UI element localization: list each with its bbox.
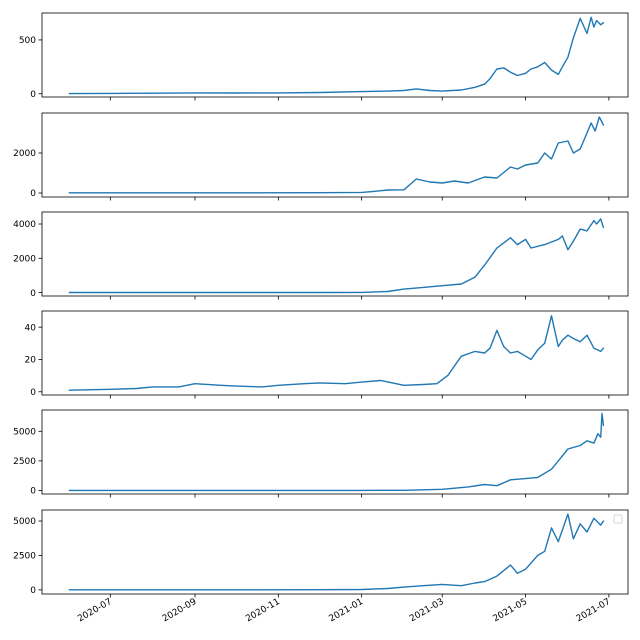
panel-4-y-tick-label: 20 <box>25 356 37 366</box>
panel-6-y-tick-label: 2500 <box>13 552 36 562</box>
panel-2-axes-frame <box>41 112 629 198</box>
panel-3-y-tick-label: 2000 <box>13 254 36 264</box>
panel-5-y-tick-label: 2500 <box>13 457 36 467</box>
panel-3-y-tick-label: 4000 <box>13 220 36 230</box>
panel-1-y-tick-label: 500 <box>19 36 36 46</box>
x-tick-label: 2020-11 <box>244 597 282 624</box>
panel-4-series-line <box>68 315 605 391</box>
panel-5-axes-frame <box>41 409 629 495</box>
panel-1-axes-frame <box>41 12 629 98</box>
panel-1-series-line <box>68 16 605 95</box>
panel-2-series-line <box>68 116 605 194</box>
panel-6-y-tick-label: 0 <box>30 586 36 596</box>
panel-6-axes-frame <box>41 509 629 595</box>
x-tick-label: 2021-03 <box>408 597 446 624</box>
panel-4-y-tick-label: 40 <box>25 323 37 333</box>
x-tick-label: 2020-09 <box>161 597 199 625</box>
panel-6-y-tick-label: 5000 <box>13 517 36 527</box>
panel-3-y-tick-label: 0 <box>30 289 36 299</box>
x-tick-label: 2021-05 <box>491 597 529 624</box>
panel-2-y-tick-label: 0 <box>30 189 36 199</box>
panel-3-axes-frame <box>41 211 629 297</box>
panel-2-y-tick-label: 2000 <box>13 149 36 159</box>
panel-5-series-line <box>68 412 605 492</box>
x-tick-label: 2021-07 <box>575 597 613 624</box>
panel-1-y-tick-label: 0 <box>30 90 36 100</box>
panel-4-axes-frame <box>41 310 629 396</box>
x-tick-label: 2021-01 <box>328 597 366 624</box>
legend-box <box>613 514 623 524</box>
panel-6-series-line <box>68 513 605 591</box>
panel-3-series-line <box>68 218 605 294</box>
panel-4-y-tick-label: 0 <box>30 388 36 398</box>
panel-5-y-tick-label: 5000 <box>13 427 36 437</box>
panel-5-y-tick-label: 0 <box>30 487 36 497</box>
x-tick-label: 2020-07 <box>76 597 114 624</box>
